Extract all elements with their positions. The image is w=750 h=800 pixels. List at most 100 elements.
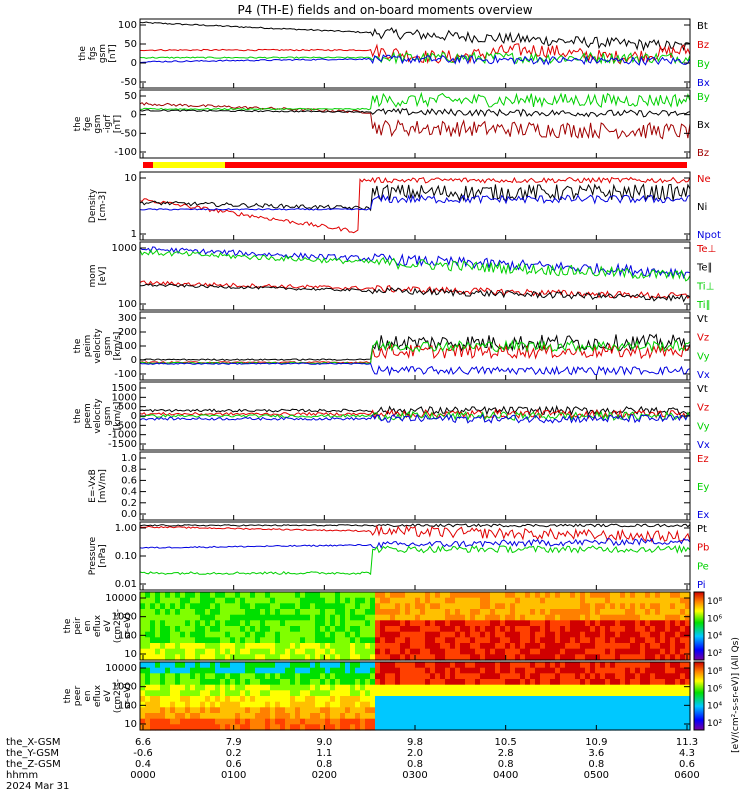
heatmap-cell [200,662,206,669]
heatmap-cell [255,643,261,650]
heatmap-cell [180,713,186,720]
heatmap-cell [670,592,676,599]
heatmap-cell [290,690,296,697]
heatmap-cell [685,643,691,650]
heatmap-cell [360,592,366,599]
heatmap-cell [245,707,251,714]
heatmap-cell [250,673,256,680]
heatmap-cell [200,592,206,599]
heatmap-cell [315,673,321,680]
heatmap-cell [310,620,316,627]
heatmap-cell [380,696,386,703]
heatmap-cell [260,648,266,655]
heatmap-cell [685,609,691,616]
heatmap-cell [655,679,661,686]
heatmap-cell [195,707,201,714]
heatmap-cell [200,696,206,703]
heatmap-cell [170,718,176,725]
heatmap-cell [665,603,671,610]
heatmap-cell [280,637,286,644]
heatmap-cell [550,648,556,655]
heatmap-cell [275,609,281,616]
heatmap-cell [305,724,311,731]
heatmap-cell [490,654,496,661]
heatmap-cell [265,662,271,669]
heatmap-cell [625,626,631,633]
heatmap-cell [645,609,651,616]
heatmap-cell [445,696,451,703]
heatmap-cell [255,690,261,697]
heatmap-cell [375,631,381,638]
heatmap-cell [195,609,201,616]
heatmap-cell [580,637,586,644]
heatmap-cell [350,654,356,661]
heatmap-cell [360,631,366,638]
heatmap-cell [610,713,616,720]
heatmap-cell [240,648,246,655]
heatmap-cell [320,626,326,633]
heatmap-cell [155,637,161,644]
heatmap-cell [565,648,571,655]
heatmap-cell [485,718,491,725]
heatmap-cell [505,690,511,697]
heatmap-cell [425,631,431,638]
heatmap-cell [620,667,626,674]
panel-frame [139,311,691,381]
heatmap-cell [420,690,426,697]
heatmap-cell [285,597,291,604]
y-axis-label: E=-VxB [mV/m] [88,469,108,503]
heatmap-cell [430,648,436,655]
heatmap-cell [475,696,481,703]
heatmap-cell [615,707,621,714]
heatmap-cell [525,690,531,697]
heatmap-cell [605,609,611,616]
heatmap-cell [625,724,631,731]
heatmap-cell [350,620,356,627]
heatmap-cell [235,614,241,621]
heatmap-cell [555,592,561,599]
heatmap-cell [180,690,186,697]
heatmap-cell [280,707,286,714]
heatmap-cell [435,718,441,725]
heatmap-cell [445,724,451,731]
heatmap-cell [560,662,566,669]
heatmap-cell [245,701,251,708]
heatmap-cell [500,713,506,720]
heatmap-cell [665,654,671,661]
heatmap-cell [325,679,331,686]
heatmap-cell [565,609,571,616]
heatmap-cell [655,631,661,638]
heatmap-cell [270,592,276,599]
heatmap-cell [335,597,341,604]
heatmap-cell [350,696,356,703]
heatmap-cell [640,603,646,610]
y-tick-label: 1000 [112,612,137,623]
heatmap-cell [430,631,436,638]
heatmap-cell [560,696,566,703]
heatmap-cell [540,637,546,644]
heatmap-cell [350,718,356,725]
heatmap-cell [165,724,171,731]
heatmap-cell [300,679,306,686]
heatmap-cell [610,620,616,627]
heatmap-cell [300,637,306,644]
heatmap-cell [480,620,486,627]
heatmap-cell [155,713,161,720]
heatmap-cell [250,637,256,644]
heatmap-cell [305,597,311,604]
heatmap-cell [275,597,281,604]
heatmap-cell [545,648,551,655]
heatmap-cell [680,718,686,725]
heatmap-cell [390,637,396,644]
y-axis-label-line: eV [103,619,113,632]
heatmap-cell [585,684,591,691]
heatmap-cell [470,597,476,604]
heatmap-cell [595,662,601,669]
heatmap-cell [165,592,171,599]
heatmap-cell [475,684,481,691]
heatmap-cell [420,597,426,604]
heatmap-cell [290,662,296,669]
heatmap-cell [390,684,396,691]
heatmap-cell [495,696,501,703]
y-tick-label: 100 [118,20,137,31]
